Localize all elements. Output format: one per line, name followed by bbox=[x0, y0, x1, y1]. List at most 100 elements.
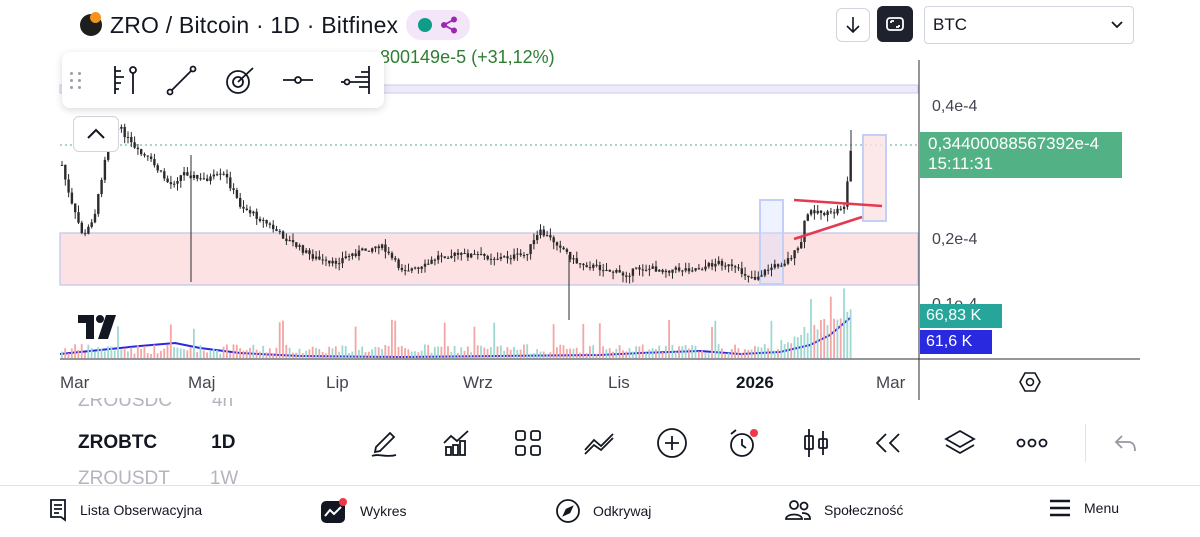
add-icon[interactable] bbox=[650, 421, 694, 465]
download-button[interactable] bbox=[836, 8, 870, 42]
candle-body bbox=[136, 147, 140, 150]
bottom-navigation bbox=[0, 485, 1200, 537]
volume-bar bbox=[836, 319, 839, 358]
symbol-title[interactable]: ZRO / Bitcoin · 1D · Bitfinex bbox=[110, 11, 399, 38]
candle-body bbox=[437, 255, 440, 260]
layout-grid-icon[interactable] bbox=[506, 421, 550, 465]
candle-body bbox=[476, 254, 479, 256]
watchlist-row[interactable]: ZROUSDC 4h bbox=[78, 398, 233, 416]
volume-bar bbox=[404, 348, 406, 358]
fullscreen-button[interactable] bbox=[877, 6, 913, 42]
volume-bar bbox=[816, 329, 819, 358]
replay-icon[interactable] bbox=[866, 421, 910, 465]
target-box bbox=[862, 134, 887, 222]
tradingview-logo-icon[interactable] bbox=[78, 315, 124, 344]
volume-bar bbox=[763, 344, 766, 358]
volume-profile-icon[interactable] bbox=[334, 58, 378, 102]
volume-bar bbox=[513, 346, 515, 358]
candle-body bbox=[809, 210, 813, 215]
watchlist-interval: 1W bbox=[209, 468, 239, 486]
candle-body bbox=[417, 267, 420, 269]
candle-body bbox=[575, 258, 578, 264]
indicators-icon[interactable] bbox=[434, 421, 478, 465]
arrow-down-icon bbox=[846, 17, 860, 34]
chart-settings-button[interactable] bbox=[1018, 370, 1042, 399]
price-chart[interactable]: 0,4e-4 0,2e-4 0,1e-4 Mar Maj Lip Wrz Lis… bbox=[0, 0, 1200, 400]
candle-body bbox=[97, 194, 100, 214]
candle-body bbox=[585, 265, 588, 268]
volume-bar bbox=[750, 349, 753, 358]
candle-body bbox=[374, 246, 377, 249]
candle-body bbox=[219, 173, 222, 175]
volume-bar bbox=[351, 351, 354, 358]
volume-bar bbox=[387, 346, 390, 358]
volume-bar bbox=[658, 345, 661, 358]
candle-body bbox=[354, 253, 357, 256]
candle-body bbox=[298, 245, 301, 247]
candle-body bbox=[410, 268, 413, 271]
candle-body bbox=[74, 203, 77, 213]
candle-body bbox=[215, 174, 219, 176]
candle-body bbox=[258, 218, 262, 221]
candle-body bbox=[268, 223, 272, 225]
volume-bar bbox=[433, 346, 436, 358]
nav-item-menu[interactable]: Menu bbox=[1048, 498, 1119, 518]
candle-body bbox=[790, 258, 793, 260]
candle-body bbox=[202, 178, 206, 180]
price-axis-label: 0,2e-4 bbox=[932, 231, 977, 248]
undo-button[interactable] bbox=[1108, 428, 1144, 458]
drag-handle-icon[interactable] bbox=[70, 71, 84, 89]
candle-body bbox=[740, 268, 743, 274]
more-icon[interactable] bbox=[1010, 421, 1054, 465]
nav-item-watchlist[interactable]: Lista Obserwacyjna bbox=[48, 498, 202, 522]
bars-pattern-icon[interactable] bbox=[102, 58, 146, 102]
nav-item-discover[interactable]: Odkrywaj bbox=[555, 498, 651, 524]
volume-bar bbox=[562, 345, 565, 358]
candle-body bbox=[578, 263, 582, 265]
layers-icon[interactable] bbox=[938, 421, 982, 465]
candle-body bbox=[242, 206, 245, 209]
menu-icon bbox=[1050, 499, 1070, 517]
trend-line-icon[interactable] bbox=[160, 58, 204, 102]
alert-clock-icon[interactable] bbox=[722, 421, 766, 465]
candlesticks bbox=[60, 123, 852, 320]
horizontal-ray-icon[interactable] bbox=[276, 58, 320, 102]
pencil-icon[interactable] bbox=[362, 421, 406, 465]
nav-label: Wykres bbox=[360, 503, 407, 519]
watchlist-row-active[interactable]: ZROBTC 1D bbox=[78, 432, 235, 454]
candle-body bbox=[519, 253, 522, 256]
volume-bar bbox=[787, 342, 789, 358]
nav-item-community[interactable]: Społeczność bbox=[784, 498, 903, 522]
candle-body bbox=[67, 179, 70, 193]
candle-body bbox=[463, 252, 466, 254]
symbol-title-bar[interactable]: ZRO / Bitcoin · 1D · Bitfinex bbox=[80, 8, 471, 42]
time-axis-label: Mar bbox=[876, 373, 906, 392]
volume-bar bbox=[67, 353, 70, 358]
volume-bar bbox=[810, 299, 812, 358]
cycle-icon[interactable] bbox=[218, 58, 262, 102]
candle-body bbox=[545, 235, 549, 237]
candle-body bbox=[572, 258, 575, 260]
volume-bar bbox=[143, 346, 146, 358]
volume-bar bbox=[407, 349, 410, 358]
compare-icon[interactable] bbox=[578, 421, 622, 465]
watchlist-interval: 4h bbox=[211, 398, 234, 411]
collapse-toolbar-button[interactable] bbox=[73, 116, 119, 152]
currency-select[interactable]: BTC bbox=[924, 6, 1134, 44]
candle-body bbox=[608, 269, 611, 272]
candle-body bbox=[539, 229, 542, 236]
candle-body bbox=[773, 264, 776, 268]
market-status-pill[interactable] bbox=[406, 10, 471, 40]
volume-bar bbox=[74, 344, 76, 358]
volume-bar bbox=[113, 350, 116, 358]
candle-body bbox=[628, 275, 631, 277]
volume-bar bbox=[602, 346, 604, 358]
volume-bar bbox=[681, 346, 684, 358]
watchlist-row[interactable]: ZROUSDT 1W bbox=[78, 468, 238, 486]
candles-icon[interactable] bbox=[794, 421, 838, 465]
volume-bar bbox=[694, 345, 697, 358]
volume-bar bbox=[532, 353, 535, 358]
volume-bar bbox=[509, 349, 512, 358]
nav-item-chart[interactable]: Wykres bbox=[320, 498, 407, 524]
watchlist-symbol: ZROBTC bbox=[78, 432, 158, 453]
